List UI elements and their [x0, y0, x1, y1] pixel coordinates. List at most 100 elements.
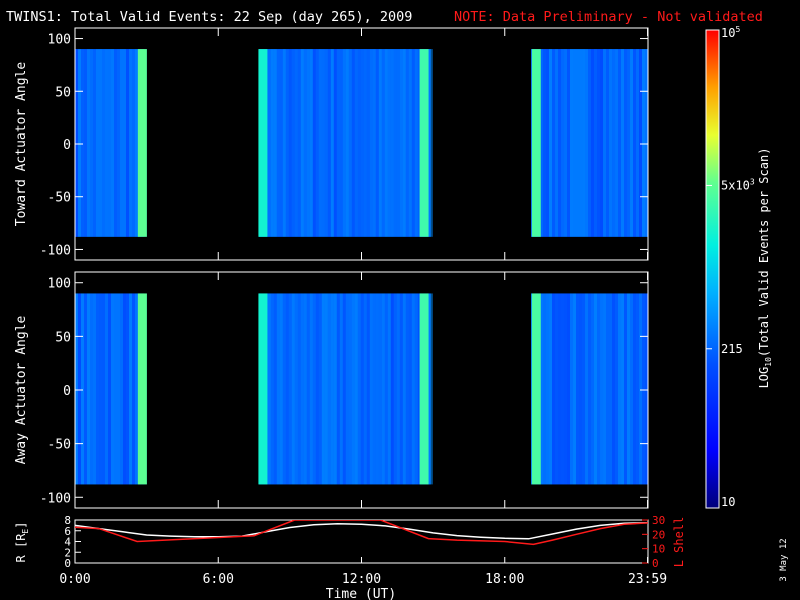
heatmap-column	[354, 49, 358, 237]
heatmap-column	[342, 49, 346, 237]
heatmap-column	[567, 49, 571, 237]
heatmap-column	[429, 293, 433, 485]
heatmap-column	[111, 49, 114, 237]
heatmap-column	[564, 293, 568, 485]
heatmap-column	[285, 49, 289, 237]
heatmap-column	[561, 49, 565, 237]
heatmap-column	[603, 49, 607, 237]
ytick-label: -100	[40, 491, 71, 506]
heatmap-column	[414, 49, 418, 237]
heatmap-column	[267, 49, 271, 237]
heatmap-column	[300, 293, 304, 485]
heatmap-column	[384, 49, 388, 237]
heatmap-column	[378, 293, 382, 485]
heatmap-column	[546, 293, 550, 485]
heatmap-column	[291, 49, 295, 237]
heatmap-column	[123, 49, 126, 237]
heatmap-stripe-3	[531, 293, 541, 485]
heatmap-column	[90, 293, 93, 485]
xaxis-label: Time (UT)	[326, 587, 396, 600]
heatmap-column	[135, 49, 138, 237]
heatmap-column	[327, 293, 331, 485]
heatmap-column	[306, 293, 310, 485]
colorbar-tick-label: 215	[721, 342, 743, 356]
heatmap-column	[333, 293, 337, 485]
heatmap-column	[366, 49, 370, 237]
heatmap-column	[396, 293, 400, 485]
heatmap-column	[546, 49, 550, 237]
away-ylabel: Away Actuator Angle	[14, 315, 29, 464]
lshell-series-line	[75, 520, 648, 546]
heatmap-column	[135, 293, 138, 485]
heatmap-column	[642, 49, 646, 237]
heatmap-column	[285, 293, 289, 485]
xtick-label: 23:59	[628, 572, 667, 587]
heatmap-column	[549, 293, 553, 485]
ytick-label: 100	[48, 277, 71, 292]
heatmap-column	[561, 293, 565, 485]
heatmap-column	[345, 49, 349, 237]
heatmap-column	[393, 49, 397, 237]
heatmap-column	[552, 293, 556, 485]
heatmap-column	[312, 293, 316, 485]
heatmap-column	[597, 293, 601, 485]
heatmap-column	[555, 293, 559, 485]
chart-title: TWINS1: Total Valid Events: 22 Sep (day …	[6, 9, 412, 25]
heatmap-column	[603, 293, 607, 485]
heatmap-column	[624, 49, 628, 237]
heatmap-column	[273, 293, 277, 485]
heatmap-stripe-2	[419, 293, 429, 485]
orbit-ylabel-right: L Shell	[672, 517, 686, 568]
heatmap-column	[306, 49, 310, 237]
colorbar-gradient	[705, 29, 720, 509]
heatmap-column	[399, 49, 403, 237]
heatmap-column	[297, 49, 301, 237]
heatmap-column	[582, 293, 586, 485]
heatmap-column	[378, 49, 382, 237]
toward-heatmap	[75, 49, 649, 237]
away-heatmap	[75, 293, 649, 485]
heatmap-column	[117, 49, 120, 237]
date-stamp: 3 May 12	[779, 538, 789, 581]
heatmap-column	[81, 49, 84, 237]
heatmap-column	[558, 293, 562, 485]
heatmap-column	[354, 293, 358, 485]
heatmap-column	[540, 49, 544, 237]
toward-axes: 100 50 0 -50 -100	[40, 27, 649, 261]
heatmap-column	[303, 293, 307, 485]
heatmap-column	[645, 49, 649, 237]
heatmap-column	[318, 49, 322, 237]
heatmap-column	[78, 293, 81, 485]
heatmap-column	[96, 49, 99, 237]
heatmap-column	[294, 293, 298, 485]
heatmap-column	[321, 49, 325, 237]
heatmap-column	[621, 49, 625, 237]
heatmap-column	[129, 293, 132, 485]
colorbar-tick-label: 10	[721, 495, 735, 509]
heatmap-column	[333, 49, 337, 237]
heatmap-column	[594, 293, 598, 485]
heatmap-column	[411, 49, 415, 237]
away-panel: 100 50 0 -50 -100 Away Actuator Angle	[14, 271, 649, 509]
heatmap-column	[576, 293, 580, 485]
heatmap-column	[270, 49, 274, 237]
heatmap-column	[540, 293, 544, 485]
heatmap-column	[282, 49, 286, 237]
heatmap-column	[405, 293, 409, 485]
r-series-line	[75, 521, 648, 540]
heatmap-column	[282, 293, 286, 485]
heatmap-column	[609, 293, 613, 485]
colorbar: 105 5x103 215 10 LOG10(Total Valid Events p…	[705, 25, 773, 509]
heatmap-column	[582, 49, 586, 237]
heatmap-column	[90, 49, 93, 237]
toward-ylabel: Toward Actuator Angle	[14, 62, 29, 227]
heatmap-column	[336, 293, 340, 485]
heatmap-column	[408, 293, 412, 485]
heatmap-column	[579, 49, 583, 237]
heatmap-column	[291, 293, 295, 485]
heatmap-column	[300, 49, 304, 237]
ytick-label: 100	[48, 33, 71, 48]
heatmap-column	[132, 49, 135, 237]
